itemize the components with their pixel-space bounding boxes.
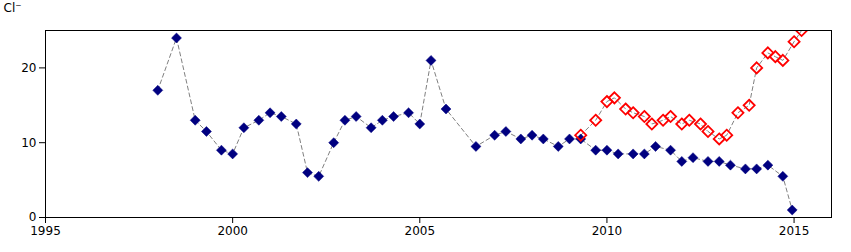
svg-text:2005: 2005 xyxy=(405,224,436,238)
svg-text:1995: 1995 xyxy=(30,224,61,238)
svg-text:Cl⁻: Cl⁻ xyxy=(4,1,22,15)
svg-text:2010: 2010 xyxy=(592,224,623,238)
svg-text:20: 20 xyxy=(21,61,36,75)
svg-text:10: 10 xyxy=(21,136,36,150)
svg-text:2000: 2000 xyxy=(217,224,248,238)
svg-text:0: 0 xyxy=(29,210,37,224)
svg-text:2015: 2015 xyxy=(779,224,810,238)
